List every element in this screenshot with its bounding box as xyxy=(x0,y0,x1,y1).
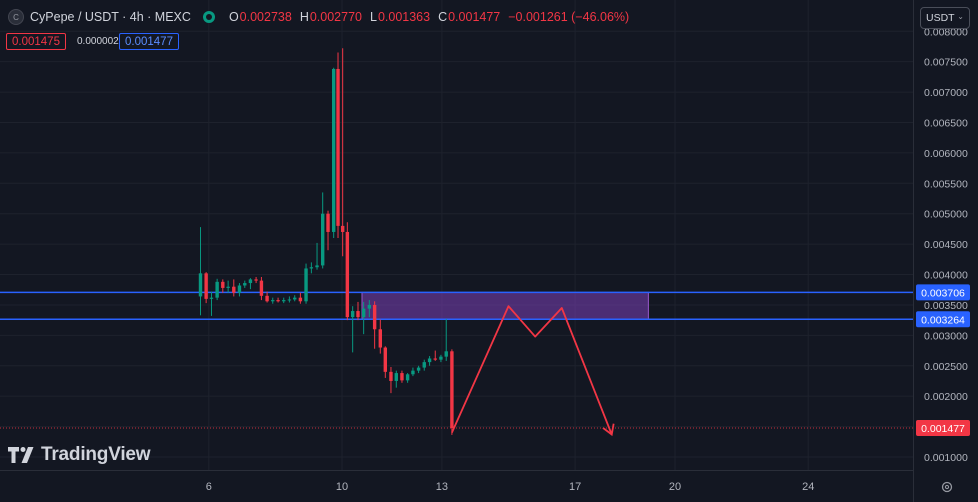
candle-up xyxy=(287,299,292,301)
y-tick-label: 0.003000 xyxy=(924,330,968,342)
candle-down xyxy=(298,297,303,302)
y-tick-label: 0.005000 xyxy=(924,209,968,221)
candle-down xyxy=(232,286,236,293)
sell-price-button[interactable]: 0.001475 xyxy=(6,33,66,50)
candle-up xyxy=(427,358,432,363)
candle-up xyxy=(248,279,253,284)
candle-up xyxy=(243,283,247,286)
candle-down xyxy=(276,300,280,302)
tradingview-mark-icon xyxy=(8,447,34,463)
level-price-label-bg xyxy=(916,284,970,301)
candle-up xyxy=(331,68,336,232)
y-tick-label: 0.006500 xyxy=(924,117,968,129)
candle-down xyxy=(326,213,330,232)
candle-up xyxy=(309,267,314,269)
candle-down xyxy=(389,371,393,381)
low-value: 0.001363 xyxy=(377,10,431,24)
candle-up xyxy=(350,311,355,318)
candle-down xyxy=(450,351,454,428)
close-value: 0.001477 xyxy=(448,10,501,24)
high-key: H xyxy=(299,10,309,24)
y-tick-label: 0.004500 xyxy=(924,239,968,251)
candle-up xyxy=(237,285,242,293)
y-tick-label: 0.004000 xyxy=(924,270,968,282)
y-tick-label: 0.007500 xyxy=(924,57,968,69)
candle-up xyxy=(439,356,443,360)
level-price-label: 0.003264 xyxy=(921,314,965,326)
last-price-label-bg xyxy=(916,419,970,436)
x-tick-label: 17 xyxy=(569,481,581,493)
y-tick-label: 0.006000 xyxy=(924,148,968,160)
last-price-label: 0.001477 xyxy=(921,423,965,435)
candle-up xyxy=(215,281,219,298)
candle-up xyxy=(198,273,203,297)
candle-up xyxy=(226,286,230,288)
tradingview-logo: TradingView xyxy=(8,444,151,466)
candle-down xyxy=(265,295,269,302)
candle-down xyxy=(345,231,350,318)
candle-up xyxy=(444,351,448,357)
candle-up xyxy=(367,304,372,309)
settings-icon[interactable] xyxy=(940,480,954,494)
candle-up xyxy=(320,213,325,266)
x-tick-label: 24 xyxy=(802,481,814,493)
market-open-icon xyxy=(202,11,215,23)
projection-path xyxy=(451,305,613,435)
change-value: −0.001261 (−46.06%) xyxy=(508,10,630,24)
symbol-logo-icon: C xyxy=(8,9,24,25)
x-tick-label: 10 xyxy=(336,481,348,493)
y-tick-label: 0.001000 xyxy=(924,452,968,464)
candle-down xyxy=(221,281,225,288)
candle-up xyxy=(304,268,308,302)
currency-select[interactable]: USDT ⌄ xyxy=(920,7,970,29)
candle-down xyxy=(400,373,404,381)
candle-up xyxy=(271,300,275,302)
buy-price-button[interactable]: 0.001477 xyxy=(119,33,179,50)
candle-down xyxy=(204,273,208,299)
candle-up xyxy=(422,362,426,368)
chevron-down-icon: ⌄ xyxy=(957,12,964,21)
open-key: O xyxy=(228,10,239,24)
candle-up xyxy=(416,367,421,371)
projection-arrow-head xyxy=(602,423,615,437)
y-tick-label: 0.008000 xyxy=(924,26,968,38)
candle-down xyxy=(336,68,340,226)
level-price-label-bg xyxy=(916,311,970,328)
level-price-label: 0.003706 xyxy=(921,287,965,299)
candle-up xyxy=(411,370,415,375)
candle-up xyxy=(361,308,366,318)
y-tick-label: 0.007000 xyxy=(924,87,968,99)
low-key: L xyxy=(369,10,377,24)
y-tick-label: 0.003500 xyxy=(924,300,968,312)
close-key: C xyxy=(438,10,448,24)
candle-up xyxy=(405,374,410,381)
candle-up xyxy=(394,373,398,381)
candle-down xyxy=(372,304,377,330)
y-tick-label: 0.005500 xyxy=(924,178,968,190)
candle-down xyxy=(356,311,360,318)
candle-up xyxy=(282,300,286,302)
candle-up xyxy=(315,265,319,268)
candle-up xyxy=(209,297,214,299)
candle-down xyxy=(378,329,383,348)
x-tick-label: 6 xyxy=(206,481,212,493)
y-tick-label: 0.002000 xyxy=(924,391,968,403)
x-tick-label: 20 xyxy=(669,481,681,493)
currency-label: USDT xyxy=(926,12,955,24)
open-value: 0.002738 xyxy=(239,10,292,24)
candle-down xyxy=(383,347,387,372)
high-value: 0.002770 xyxy=(309,10,362,24)
x-tick-label: 13 xyxy=(436,481,448,493)
candle-down xyxy=(259,280,264,296)
candle-up xyxy=(293,297,297,300)
symbol-title[interactable]: CyPepe / USDT · 4h · MEXC xyxy=(30,10,191,24)
y-tick-label: 0.002500 xyxy=(924,361,968,373)
tradingview-logo-text: TradingView xyxy=(41,444,151,465)
spread-value: 0.000002 xyxy=(77,36,119,47)
candle-down xyxy=(340,225,345,232)
candle-down xyxy=(254,279,258,281)
candle-down xyxy=(433,358,437,360)
